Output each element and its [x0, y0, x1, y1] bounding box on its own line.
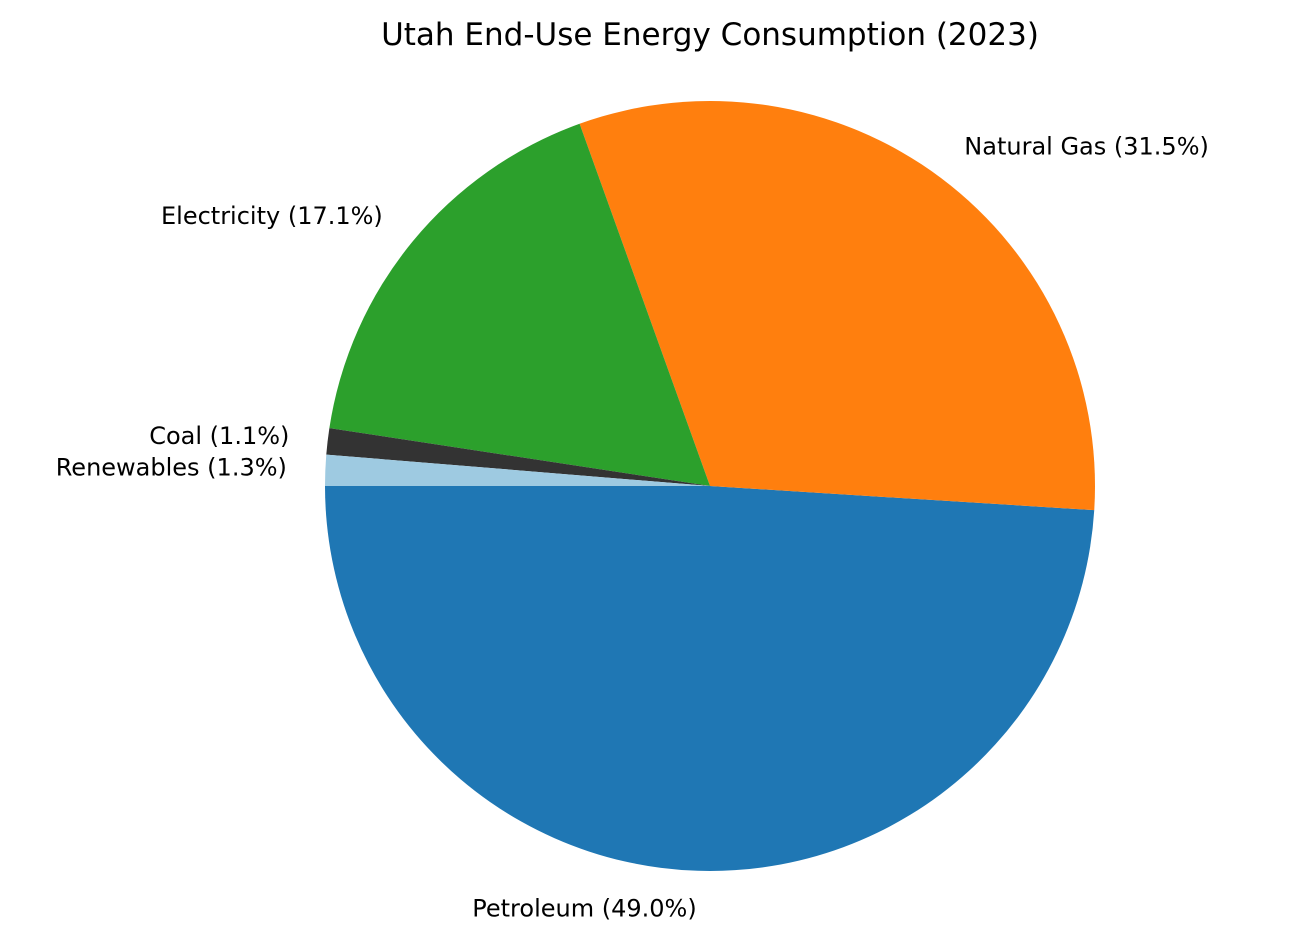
chart-title: Utah End-Use Energy Consumption (2023): [381, 17, 1039, 53]
pie-label-petroleum: Petroleum (49.0%): [472, 894, 696, 922]
pie-slice-coal: [326, 428, 710, 486]
pie-slice-renewables: [325, 454, 710, 486]
pie-slice-petroleum: [325, 486, 1095, 871]
pie-label-renewables: Renewables (1.3%): [56, 454, 287, 482]
pie-label-electricity: Electricity (17.1%): [161, 202, 383, 230]
pie-slice-electricity: [329, 123, 710, 486]
pie-slices: [325, 101, 1095, 871]
pie-label-coal: Coal (1.1%): [149, 422, 289, 450]
pie-slice-natural-gas: [579, 101, 1095, 511]
pie-labels: Petroleum (49.0%) Natural Gas (31.5%) Elec…: [56, 132, 1209, 922]
pie-label-natural-gas: Natural Gas (31.5%): [964, 132, 1209, 160]
